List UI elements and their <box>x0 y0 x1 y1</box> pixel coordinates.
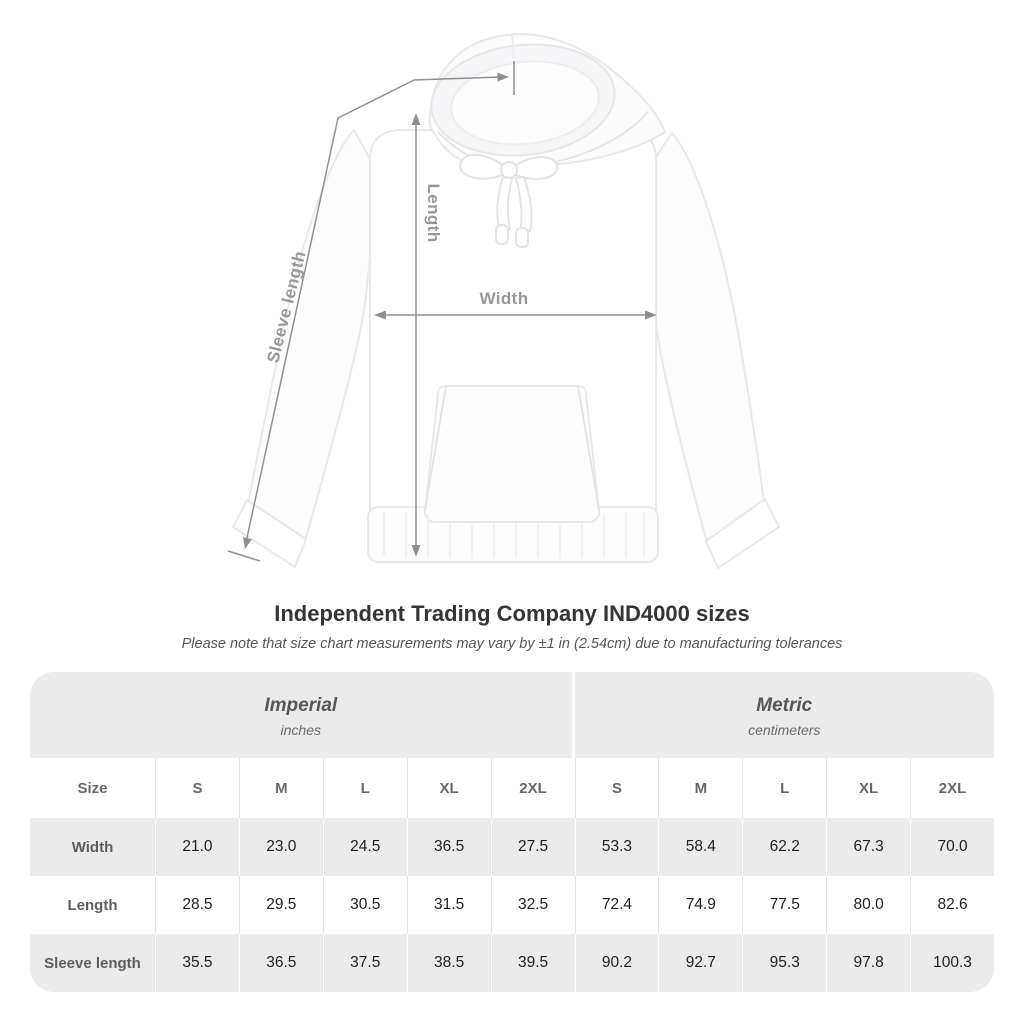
value-cell: 36.5 <box>406 818 491 876</box>
value-cell: 92.7 <box>658 934 742 992</box>
value-cell: 35.5 <box>155 934 239 992</box>
value-cell: 53.3 <box>574 818 659 876</box>
value-cell: 21.0 <box>155 818 239 876</box>
size-column-header-cell: L <box>322 758 407 818</box>
measure-lines <box>227 61 645 562</box>
value-cell: 97.8 <box>826 934 910 992</box>
sleeve-end-tick <box>227 550 261 562</box>
value-cell: 58.4 <box>658 818 742 876</box>
size-column-header-cell: L <box>742 758 826 818</box>
imperial-band: Imperial inches <box>30 672 575 758</box>
size-column-header: Size <box>77 779 108 797</box>
value-cell: 80.0 <box>826 876 910 934</box>
value-cell: 67.3 <box>826 818 910 876</box>
value-cell: 82.6 <box>910 876 994 934</box>
value-cell: 100.3 <box>910 934 994 992</box>
size-column-header-cell: 2XL <box>490 758 575 818</box>
value-cell: 38.5 <box>406 934 491 992</box>
sleeve-line-upper <box>337 79 415 119</box>
size-column-header-cell: M <box>238 758 323 818</box>
size-column-header-cell: M <box>658 758 742 818</box>
table-body: Width 21.0 23.0 24.5 36.5 27.5 53.3 58.4 62.2 67.… <box>30 818 994 992</box>
sleeve-line-lower <box>244 117 339 548</box>
length-label: Length <box>424 183 443 243</box>
value-cell: 28.5 <box>155 876 239 934</box>
value-cell: 29.5 <box>238 876 323 934</box>
hem-ribbing <box>383 512 645 558</box>
size-column-header-cell: S <box>574 758 659 818</box>
value-cell: 74.9 <box>658 876 742 934</box>
drawstrings <box>437 111 649 248</box>
hoodie-measurement-diagram <box>227 33 781 570</box>
imperial-title: Imperial <box>264 694 338 716</box>
value-cell: 62.2 <box>742 818 826 876</box>
value-cell: 77.5 <box>742 876 826 934</box>
size-column-header-cell: XL <box>826 758 910 818</box>
page-title: Independent Trading Company IND4000 size… <box>274 601 750 626</box>
value-cell: 23.0 <box>238 818 323 876</box>
value-cell: 30.5 <box>322 876 407 934</box>
size-column-header-cell: XL <box>406 758 491 818</box>
row-label: Length <box>67 896 118 914</box>
width-label: Width <box>479 289 529 308</box>
value-cell: 37.5 <box>322 934 407 992</box>
value-cell: 72.4 <box>574 876 659 934</box>
imperial-unit: inches <box>280 721 321 738</box>
row-label: Sleeve length <box>44 954 141 972</box>
value-cell: 70.0 <box>910 818 994 876</box>
table-row: Length 28.5 29.5 30.5 31.5 32.5 72.4 74.9 77.5 80… <box>30 876 994 934</box>
value-cell: 90.2 <box>574 934 659 992</box>
size-column-header-cell: 2XL <box>910 758 994 818</box>
heading: Independent Trading Company IND4000 size… <box>0 601 1024 652</box>
table-row: Sleeve length 35.5 36.5 37.5 38.5 39.5 90.2 92.… <box>30 934 994 992</box>
metric-title: Metric <box>756 694 813 716</box>
table-row: Width 21.0 23.0 24.5 36.5 27.5 53.3 58.4 62.2 67.… <box>30 818 994 876</box>
value-cell: 95.3 <box>742 934 826 992</box>
measure-arrowheads <box>243 72 657 557</box>
value-cell: 24.5 <box>322 818 407 876</box>
tolerance-note: Please note that size chart measurements… <box>181 636 843 652</box>
size-header-row: Size S M L XL 2XL S M L XL 2XL <box>30 758 994 818</box>
size-column-header-cell: S <box>155 758 239 818</box>
value-cell: 36.5 <box>238 934 323 992</box>
sleeve-start-line <box>413 76 501 81</box>
unit-band: Imperial inches Metric centimeters <box>30 672 994 758</box>
value-cell: 27.5 <box>490 818 575 876</box>
hood <box>428 33 667 165</box>
hoodie-illustration <box>231 128 781 570</box>
metric-band: Metric centimeters <box>574 672 994 758</box>
size-chart-table: Imperial inches Metric centimeters Size … <box>30 672 994 992</box>
row-label: Width <box>71 838 114 856</box>
value-cell: 39.5 <box>490 934 575 992</box>
value-cell: 32.5 <box>490 876 575 934</box>
value-cell: 31.5 <box>406 876 491 934</box>
metric-unit: centimeters <box>748 721 821 738</box>
